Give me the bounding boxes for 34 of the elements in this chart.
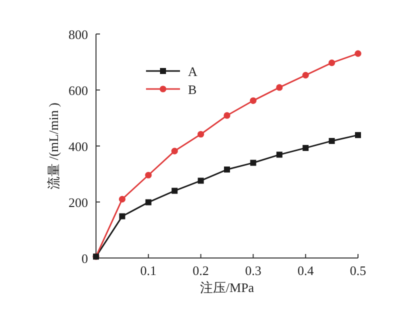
point: [145, 199, 152, 206]
point: [224, 112, 230, 119]
point: [172, 188, 178, 194]
x-tick-label: 0.2: [192, 263, 209, 278]
point: [276, 152, 282, 158]
point: [198, 130, 204, 138]
point: [145, 172, 152, 178]
point: [302, 144, 309, 151]
point: [224, 166, 230, 173]
y-tick-label: 600: [68, 83, 88, 98]
legend-label: A: [188, 64, 198, 79]
x-tick-label: 0.5: [350, 263, 366, 278]
point: [302, 72, 309, 78]
point: [198, 178, 204, 184]
x-axis-title: 注压/MPa: [200, 280, 254, 295]
point: [250, 97, 256, 104]
y-tick-label: 800: [68, 27, 88, 42]
point: [250, 160, 256, 166]
point: [355, 132, 361, 138]
point: [171, 148, 178, 154]
point: [328, 138, 335, 144]
point: [276, 84, 283, 91]
x-tick-label: 0.4: [297, 263, 314, 278]
point: [328, 60, 336, 66]
legend-label: B: [188, 82, 197, 97]
y-tick-label: 0: [82, 251, 88, 266]
point: [119, 213, 126, 220]
y-tick-label: 400: [68, 139, 88, 154]
point: [118, 196, 126, 202]
x-tick-label: 0.1: [140, 263, 157, 278]
x-tick-label: 0.3: [245, 263, 262, 278]
y-axis-title: 流量 /(mL/min ): [46, 102, 61, 190]
y-tick-label: 200: [68, 195, 88, 210]
point: [354, 50, 362, 57]
